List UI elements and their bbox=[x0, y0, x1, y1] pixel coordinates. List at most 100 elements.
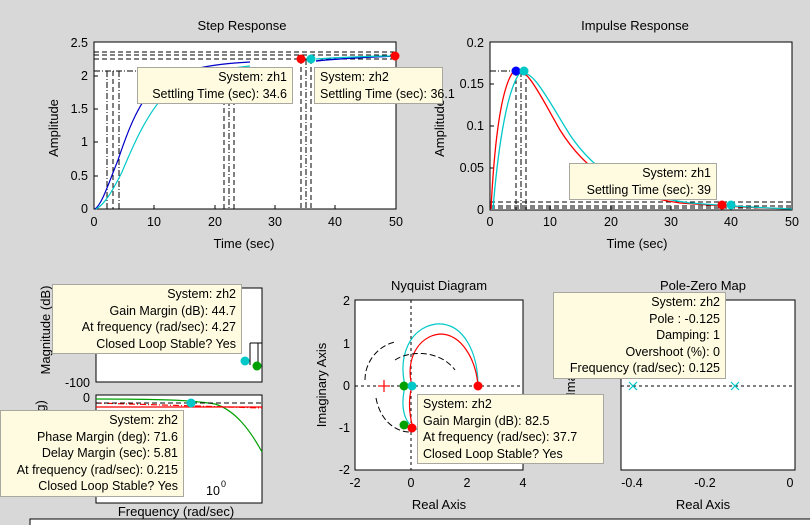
nyquist-plot[interactable]: Nyquist Diagram Real Axis Imaginary Axis… bbox=[314, 278, 527, 512]
impulse-xtick: 10 bbox=[543, 215, 557, 229]
bode-gain-datatip[interactable]: System: zh2 Gain Margin (dB): 44.7 At fr… bbox=[52, 284, 242, 354]
datatip-line: Gain Margin (dB): 44.7 bbox=[109, 303, 236, 318]
bode-xtick: 10 bbox=[206, 484, 220, 498]
datatip-line: Closed Loop Stable? Yes bbox=[423, 446, 563, 461]
step-ytick: 1 bbox=[81, 135, 88, 149]
bode-phase-ytick: 0 bbox=[83, 391, 90, 405]
nyquist-unit-circle-dashed bbox=[394, 352, 456, 371]
impulse-xlabel: Time (sec) bbox=[607, 236, 668, 251]
step-marker-zh1[interactable] bbox=[296, 54, 306, 64]
step-response-plot[interactable]: Step Response Time (sec) Amplitude 0 10 … bbox=[46, 18, 403, 251]
impulse-marker-zh2[interactable] bbox=[519, 66, 529, 76]
bode-phase-marker-zh2[interactable] bbox=[186, 398, 196, 408]
impulse-marker-zh1-settle[interactable] bbox=[717, 200, 727, 210]
impulse-title: Impulse Response bbox=[581, 18, 689, 33]
step-marker-end[interactable] bbox=[390, 51, 400, 61]
step-ytick: 2 bbox=[81, 69, 88, 83]
impulse-marker-zh2-settle[interactable] bbox=[726, 200, 736, 210]
pzmap-datatip[interactable]: System: zh2 Pole : -0.125 Damping: 1 Ove… bbox=[553, 292, 726, 379]
datatip-line: Pole : -0.125 bbox=[649, 311, 720, 326]
datatip-line: Closed Loop Stable? Yes bbox=[38, 479, 178, 493]
nyquist-ytick: 1 bbox=[343, 337, 350, 351]
impulse-xtick: 20 bbox=[604, 215, 618, 229]
step-ytick: 0.5 bbox=[71, 169, 88, 183]
nyquist-datatip[interactable]: System: zh2 Gain Margin (dB): 82.5 At fr… bbox=[417, 394, 604, 464]
datatip-line: At frequency (rad/sec): 4.27 bbox=[81, 320, 236, 334]
nyquist-ytick: 2 bbox=[343, 294, 350, 308]
bode-phase-curve-zh4 bbox=[95, 398, 263, 453]
bode-mag-ylabel: Magnitude (dB) bbox=[38, 286, 53, 375]
step-xtick: 40 bbox=[328, 215, 342, 229]
step-xtick: 50 bbox=[389, 215, 403, 229]
nyquist-marker-zh1[interactable] bbox=[473, 381, 483, 391]
datatip-line: Damping: 1 bbox=[656, 328, 720, 342]
datatip-line: Overshoot (%): 0 bbox=[625, 344, 720, 359]
nyquist-ylabel: Imaginary Axis bbox=[314, 342, 329, 427]
pzmap-pole-zh2-a[interactable] bbox=[628, 381, 638, 391]
step-datatip-zh1[interactable]: System: zh1 Settling Time (sec): 34.6 bbox=[137, 67, 293, 104]
datatip-line: Delay Margin (sec): 5.81 bbox=[41, 446, 178, 460]
pzmap-xtick: 0 bbox=[787, 476, 794, 490]
nyquist-xlabel: Real Axis bbox=[412, 497, 467, 512]
impulse-ytick: 0.05 bbox=[460, 161, 484, 175]
pzmap-xlabel: Real Axis bbox=[676, 497, 731, 512]
impulse-marker-zh3[interactable] bbox=[511, 66, 521, 76]
bode-phase-ylabel: g) bbox=[33, 400, 48, 412]
step-reference-lines bbox=[94, 51, 396, 209]
step-xtick: 0 bbox=[91, 215, 98, 229]
nyquist-xtick: -2 bbox=[349, 476, 360, 490]
datatip-line: At frequency (rad/sec): 0.215 bbox=[16, 462, 178, 477]
datatip-value: Settling Time (sec): 39 bbox=[586, 182, 711, 197]
nyquist-title: Nyquist Diagram bbox=[391, 278, 487, 293]
bode-xtick-exponent: 0 bbox=[221, 479, 226, 489]
datatip-line: Frequency (rad/sec): 0.125 bbox=[569, 361, 720, 375]
impulse-datatip-zh1[interactable]: System: zh1 Settling Time (sec): 39 bbox=[569, 163, 717, 200]
datatip-line: System: zh2 bbox=[167, 287, 236, 301]
datatip-line: System: zh2 bbox=[423, 397, 492, 411]
datatip-value: Settling Time (sec): 36.1 bbox=[320, 86, 455, 101]
pzmap-xtick: -0.2 bbox=[694, 476, 716, 490]
datatip-line: Phase Margin (deg): 71.6 bbox=[36, 429, 178, 444]
pzmap-pole-zh2-b[interactable] bbox=[730, 381, 740, 391]
nyquist-marker-zh4-low[interactable] bbox=[399, 420, 409, 430]
step-curve-tail-zh2 bbox=[315, 55, 397, 60]
step-title: Step Response bbox=[198, 18, 287, 33]
step-xtick: 30 bbox=[268, 215, 282, 229]
impulse-ytick: 0.1 bbox=[467, 119, 484, 133]
step-ytick: 0 bbox=[81, 202, 88, 216]
impulse-ytick: 0.2 bbox=[467, 36, 484, 50]
nyquist-marker-zh2[interactable] bbox=[407, 381, 417, 391]
impulse-ytick: 0 bbox=[477, 203, 484, 217]
impulse-xtick: 40 bbox=[724, 215, 738, 229]
impulse-response-plot[interactable]: Impulse Response Time (sec) Amplitude 0 … bbox=[432, 18, 799, 251]
nyquist-marker-zh4[interactable] bbox=[399, 381, 409, 391]
nyquist-marker-zh1-low[interactable] bbox=[407, 423, 417, 433]
impulse-ylabel: Amplitude bbox=[432, 99, 447, 157]
step-xtick: 20 bbox=[208, 215, 222, 229]
step-tickmarks bbox=[94, 75, 336, 209]
bode-gain-marker-zh2[interactable] bbox=[240, 356, 250, 366]
datatip-line: Closed Loop Stable? Yes bbox=[96, 336, 236, 351]
nyquist-curve-zh2-upper bbox=[402, 323, 479, 387]
bode-mag-ytick: -100 bbox=[65, 376, 90, 390]
datatip-line: System: zh2 bbox=[651, 295, 720, 309]
nyquist-xtick: 2 bbox=[464, 476, 471, 490]
datatip-system: System: zh1 bbox=[218, 70, 287, 84]
bode-phase-curve-zh1 bbox=[95, 402, 263, 409]
step-xtick: 10 bbox=[147, 215, 161, 229]
nyquist-curve-zh1 bbox=[409, 333, 479, 387]
bode-gain-marker-zh4[interactable] bbox=[252, 361, 262, 371]
nyquist-xtick: 0 bbox=[408, 476, 415, 490]
impulse-xtick: 50 bbox=[785, 215, 799, 229]
datatip-value: Settling Time (sec): 34.6 bbox=[152, 86, 287, 101]
impulse-ytick: 0.15 bbox=[460, 77, 484, 91]
nyquist-xtick: 4 bbox=[520, 476, 527, 490]
step-datatip-zh2[interactable]: System: zh2 Settling Time (sec): 36.1 bbox=[314, 67, 455, 104]
bode-xlabel: Frequency (rad/sec) bbox=[118, 504, 234, 519]
step-marker-zh2[interactable] bbox=[306, 54, 316, 64]
datatip-line: System: zh2 bbox=[109, 413, 178, 427]
nyquist-ytick: -1 bbox=[339, 421, 350, 435]
nyquist-ytick: -2 bbox=[339, 463, 350, 477]
step-ytick: 1.5 bbox=[71, 102, 88, 116]
bode-phase-datatip[interactable]: System: zh2 Phase Margin (deg): 71.6 Del… bbox=[0, 410, 184, 497]
